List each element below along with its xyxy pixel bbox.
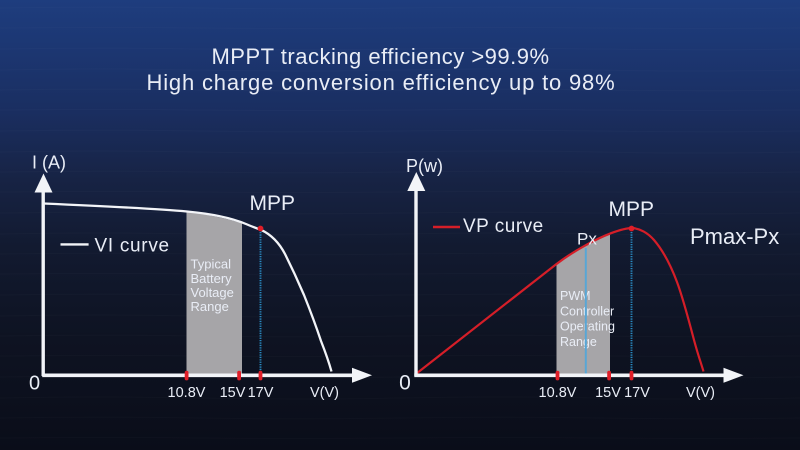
svg-text:Battery: Battery	[191, 271, 233, 286]
svg-text:Operating: Operating	[560, 320, 615, 334]
svg-text:P(w): P(w)	[406, 156, 443, 176]
svg-text:I (A): I (A)	[32, 153, 66, 173]
svg-text:VI curve: VI curve	[95, 235, 170, 256]
svg-text:15V: 15V	[220, 385, 246, 401]
svg-text:Typical: Typical	[191, 257, 232, 272]
svg-text:MPP: MPP	[609, 198, 655, 221]
svg-text:Px: Px	[577, 230, 597, 249]
svg-text:V(V): V(V)	[310, 385, 339, 401]
svg-text:MPPT tracking efficiency >99.9: MPPT tracking efficiency >99.9%	[211, 44, 549, 69]
svg-text:10.8V: 10.8V	[539, 385, 577, 401]
svg-text:Range: Range	[560, 335, 597, 349]
svg-text:MPP: MPP	[250, 192, 296, 215]
svg-text:17V: 17V	[624, 385, 650, 401]
svg-text:PWM: PWM	[560, 289, 591, 303]
svg-text:V(V): V(V)	[686, 385, 715, 401]
svg-text:Pmax-Px: Pmax-Px	[690, 224, 779, 249]
svg-text:VP curve: VP curve	[463, 216, 544, 237]
svg-text:High charge conversion efficie: High charge conversion efficiency up to …	[147, 70, 616, 95]
svg-text:Range: Range	[191, 299, 229, 314]
svg-text:15V: 15V	[595, 385, 621, 401]
svg-text:Voltage: Voltage	[191, 285, 234, 300]
svg-text:Controller: Controller	[560, 304, 614, 318]
svg-text:17V: 17V	[248, 385, 274, 401]
svg-text:0: 0	[29, 373, 40, 395]
svg-text:10.8V: 10.8V	[168, 385, 206, 401]
svg-text:0: 0	[399, 372, 411, 395]
